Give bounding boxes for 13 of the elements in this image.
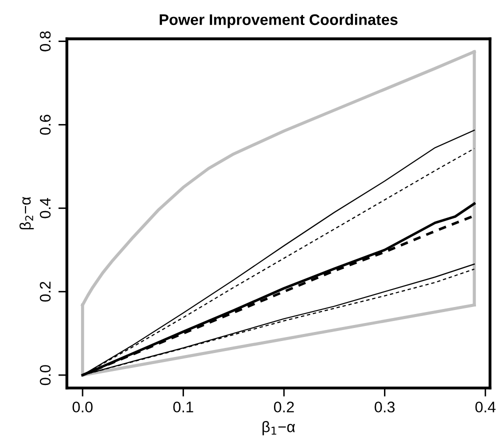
y-tick-label: 0.2 [40,282,51,302]
x-tick-label: 0.2 [274,402,294,412]
y-tick-label: 0.4 [40,198,51,218]
x-tick-label: 0.3 [374,402,395,412]
y-tick-label: 0.0 [40,365,51,386]
x-axis-title: β$_{1}$−α [262,421,295,436]
x-tick-label: 0.0 [72,402,93,412]
x-tick-label: 0.1 [173,402,194,412]
chart-title: Power Improvement Coordinates [160,14,398,28]
y-tick-label: 0.8 [40,31,51,52]
y-axis-title: β$_{2}$−α [20,196,34,230]
x-tick-label: 0.4 [475,402,496,412]
y-tick-label: 0.6 [40,114,51,135]
